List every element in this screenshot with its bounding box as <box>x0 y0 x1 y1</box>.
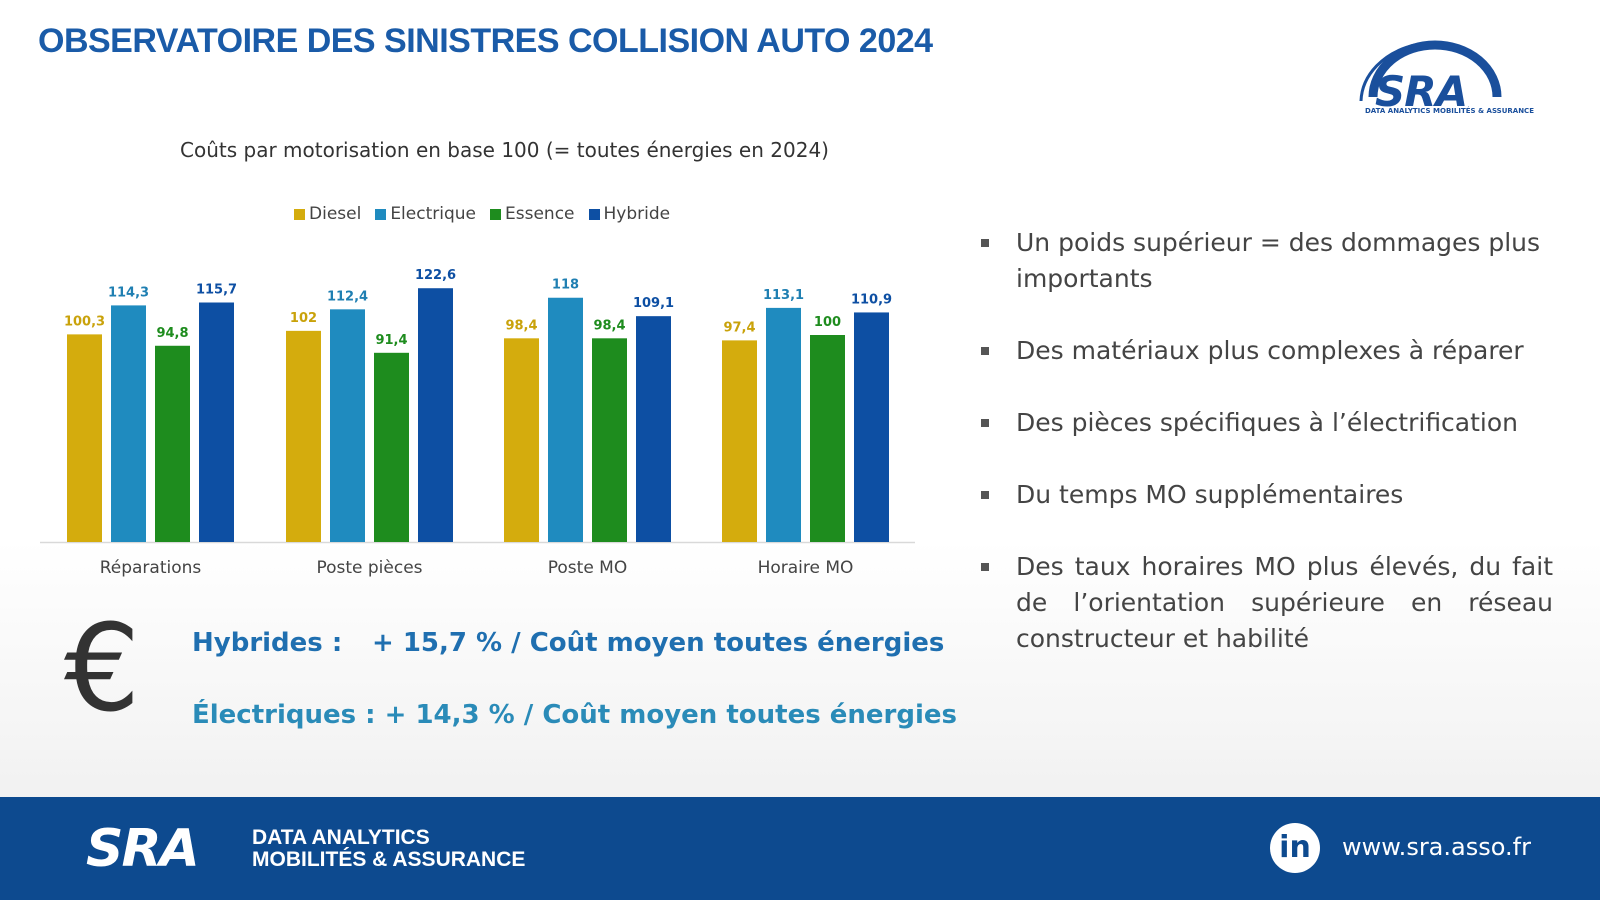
logo-name: SRA <box>1375 67 1468 116</box>
footer: SRA DATA ANALYTICS MOBILITÉS & ASSURANCE… <box>0 797 1600 900</box>
stat-electric-label: Électriques : <box>192 700 376 730</box>
footer-tagline: DATA ANALYTICS MOBILITÉS & ASSURANCE <box>252 827 525 871</box>
bar-diesel-2 <box>504 338 539 542</box>
bullet-item: Du temps MO supplémentaires <box>978 477 1553 513</box>
bullet-list: Un poids supérieur = des dommages plus i… <box>978 225 1553 693</box>
bar-electrique-1 <box>330 309 365 542</box>
legend-label-essence: Essence <box>505 204 575 224</box>
sra-logo: SRA DATA ANALYTICS MOBILITÉS & ASSURANCE <box>1355 35 1534 125</box>
legend-item-electrique: Electrique <box>375 204 476 224</box>
bar-hybride-0 <box>199 302 234 542</box>
linkedin-icon[interactable]: in <box>1270 823 1320 873</box>
stat-hybrid-value: + 15,7 % / Coût moyen toutes énergies <box>372 628 945 658</box>
category-label: Poste pièces <box>316 558 422 578</box>
legend-item-diesel: Diesel <box>294 204 361 224</box>
bar-diesel-0 <box>67 334 102 542</box>
bar-electrique-2 <box>548 297 583 542</box>
bar-diesel-1 <box>286 330 321 542</box>
legend-swatch-essence <box>490 208 501 220</box>
bullet-item: Des matériaux plus complexes à réparer <box>978 333 1553 369</box>
page-title: OBSERVATOIRE DES SINISTRES COLLISION AUT… <box>38 22 933 60</box>
logo-subtitle: DATA ANALYTICS MOBILITÉS & ASSURANCE <box>1365 107 1534 115</box>
bar-hybride-3 <box>854 312 889 542</box>
bar-hybride-1 <box>418 288 453 542</box>
bullet-item: Un poids supérieur = des dommages plus i… <box>978 225 1553 297</box>
data-label: 102 <box>290 311 317 326</box>
footer-tagline-line2: MOBILITÉS & ASSURANCE <box>252 848 526 871</box>
website-link[interactable]: www.sra.asso.fr <box>1342 833 1531 861</box>
chart-legend: Diesel Electrique Essence Hybride <box>294 204 670 224</box>
bar-electrique-0 <box>111 305 146 542</box>
legend-swatch-hybride <box>588 208 600 220</box>
bar-essence-1 <box>374 352 409 542</box>
legend-label-hybride: Hybride <box>603 204 671 224</box>
chart-title: Coûts par motorisation en base 100 (= to… <box>180 138 829 162</box>
data-label: 122,6 <box>415 268 456 283</box>
bar-essence-3 <box>810 335 845 542</box>
data-label: 91,4 <box>375 333 407 348</box>
bar-hybride-2 <box>636 316 671 542</box>
category-label: Poste MO <box>548 558 627 578</box>
bar-electrique-3 <box>766 307 801 542</box>
data-label: 115,7 <box>196 283 237 298</box>
bullet-item: Des pièces spécifiques à l’électrificati… <box>978 405 1553 441</box>
legend-item-hybride: Hybride <box>588 204 671 224</box>
legend-swatch-diesel <box>294 208 305 220</box>
data-label: 98,4 <box>505 318 537 333</box>
data-label: 98,4 <box>593 318 625 333</box>
legend-swatch-electrique <box>375 208 387 220</box>
category-label: Réparations <box>100 558 202 578</box>
data-label: 113,1 <box>763 288 804 303</box>
bar-essence-0 <box>155 345 190 542</box>
data-label: 100,3 <box>64 314 105 329</box>
legend-label-electrique: Electrique <box>390 204 476 224</box>
stat-electric-value: + 14,3 % / Coût moyen toutes énergies <box>384 700 957 730</box>
legend-label-diesel: Diesel <box>309 204 362 224</box>
bar-essence-2 <box>592 338 627 542</box>
stat-hybrid-label: Hybrides : <box>192 628 343 658</box>
data-label: 118 <box>552 278 579 293</box>
category-label: Horaire MO <box>758 558 854 578</box>
legend-item-essence: Essence <box>490 204 575 224</box>
data-label: 97,4 <box>723 320 755 335</box>
footer-tagline-line1: DATA ANALYTICS <box>252 826 430 849</box>
data-label: 94,8 <box>156 326 188 341</box>
logo-arc-icon <box>1359 40 1502 102</box>
data-label: 109,1 <box>633 296 674 311</box>
data-label: 100 <box>814 315 841 330</box>
data-label: 114,3 <box>108 285 149 300</box>
stat-hybrid: Hybrides : + 15,7 % / Coût moyen toutes é… <box>192 628 944 658</box>
data-label: 110,9 <box>851 292 892 307</box>
footer-logo: SRA <box>86 819 200 879</box>
data-label: 112,4 <box>327 289 368 304</box>
bullet-item: Des taux horaires MO plus élevés, du fai… <box>978 549 1553 657</box>
stat-electric: Électriques : + 14,3 % / Coût moyen tout… <box>192 700 957 730</box>
bar-diesel-3 <box>722 340 757 542</box>
euro-icon: € <box>64 600 141 739</box>
